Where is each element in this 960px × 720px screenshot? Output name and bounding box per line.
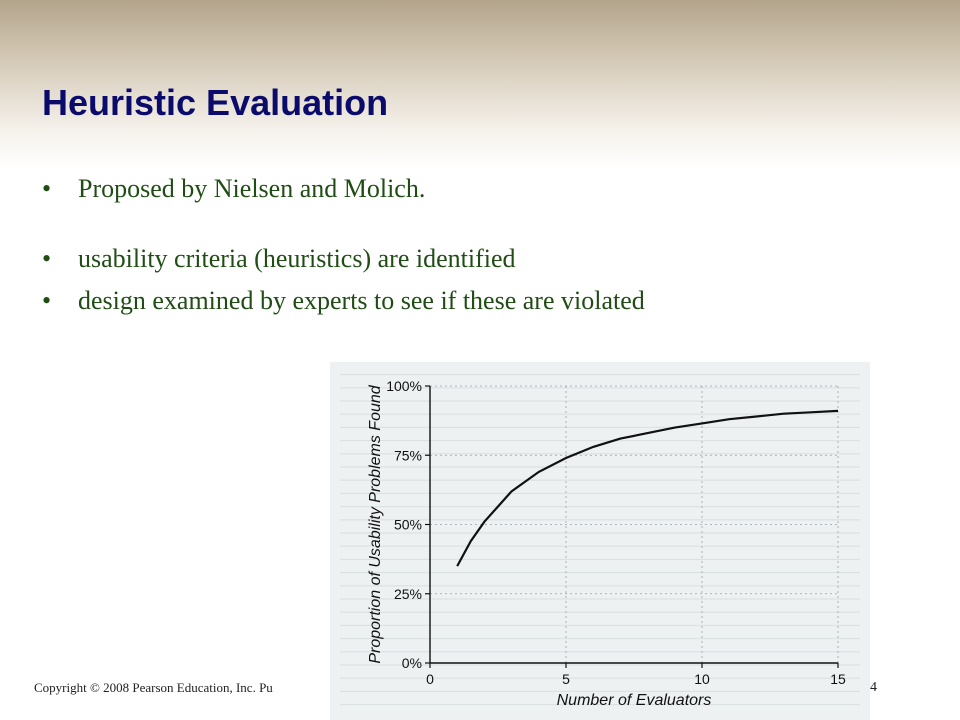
- header-gradient: [0, 0, 960, 170]
- copyright-footer: Copyright © 2008 Pearson Education, Inc.…: [34, 680, 273, 695]
- slide-title: Heuristic Evaluation: [42, 82, 389, 123]
- texture-line: [340, 624, 860, 626]
- texture-line: [340, 506, 860, 508]
- texture-line: [340, 651, 860, 653]
- texture-line: [340, 704, 860, 706]
- x-tick-label: 10: [694, 671, 710, 687]
- texture-line: [340, 611, 860, 613]
- texture-line: [340, 413, 860, 415]
- y-tick-label: 50%: [394, 517, 422, 533]
- x-axis-label: Number of Evaluators: [557, 692, 712, 709]
- series-line: [456, 409, 839, 567]
- bullet-dot: •: [42, 244, 52, 273]
- texture-line: [340, 426, 860, 428]
- texture-line: [340, 492, 860, 494]
- texture-line: [340, 400, 860, 402]
- texture-line: [340, 585, 860, 587]
- texture-line: [340, 453, 860, 455]
- page-number: 4: [870, 680, 877, 695]
- texture-line: [340, 532, 860, 534]
- texture-line: [340, 387, 860, 389]
- x-tick-label: 0: [426, 671, 434, 687]
- y-axis-label: Proportion of Usability Problems Found: [367, 384, 384, 663]
- scanned-page-texture: [340, 374, 860, 706]
- bullet-text: usability criteria (heuristics) are iden…: [78, 244, 516, 273]
- texture-line: [340, 690, 860, 692]
- texture-line: [340, 479, 860, 481]
- texture-line: [340, 519, 860, 521]
- texture-line: [340, 638, 860, 640]
- texture-line: [340, 558, 860, 560]
- bullet-dot: •: [42, 174, 52, 203]
- x-tick-label: 15: [830, 671, 846, 687]
- evaluators-chart: 0% 25% 50% 75% 100% 0 5 10 15 Proportion of Usab…: [330, 362, 870, 720]
- texture-line: [340, 677, 860, 679]
- texture-line: [340, 440, 860, 442]
- texture-line: [340, 598, 860, 600]
- y-tick-label: 0%: [402, 655, 422, 671]
- texture-line: [340, 545, 860, 547]
- chart-ticks: 0% 25% 50% 75% 100% 0 5 10 15: [386, 378, 846, 687]
- y-tick-label: 25%: [394, 586, 422, 602]
- bullet-dot: •: [42, 286, 52, 315]
- texture-line: [340, 466, 860, 468]
- bullet-text: Proposed by Nielsen and Molich.: [78, 174, 426, 203]
- texture-line: [340, 664, 860, 666]
- chart-svg: 0% 25% 50% 75% 100% 0 5 10 15 Proportion of Usab…: [340, 374, 860, 709]
- bullet-text: design examined by experts to see if the…: [78, 286, 645, 315]
- x-tick-label: 5: [562, 671, 570, 687]
- texture-line: [340, 572, 860, 574]
- y-tick-label: 100%: [386, 378, 422, 394]
- texture-line: [340, 374, 860, 376]
- y-tick-label: 75%: [394, 447, 422, 463]
